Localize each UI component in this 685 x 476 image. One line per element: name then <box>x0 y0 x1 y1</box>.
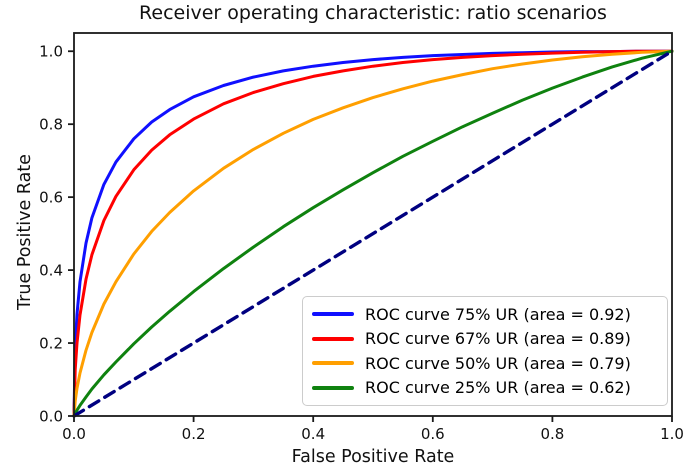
y-tick-label: 0.4 <box>39 262 63 280</box>
y-tick-label: 0.8 <box>39 116 63 134</box>
y-tick-label: 1.0 <box>39 43 63 61</box>
legend-label: ROC curve 75% UR (area = 0.92) <box>365 304 631 324</box>
y-tick-label: 0.2 <box>39 335 63 353</box>
axes-spines <box>73 32 673 417</box>
y-tick-label: 0.0 <box>39 408 63 426</box>
x-tick-label: 0.8 <box>540 425 564 443</box>
legend-label: ROC curve 25% UR (area = 0.62) <box>365 378 631 398</box>
x-tick-label: 0.2 <box>182 425 206 443</box>
legend-item: ROC curve 67% UR (area = 0.89) <box>312 329 661 348</box>
legend-swatch <box>312 385 354 390</box>
legend-item: ROC curve 25% UR (area = 0.62) <box>312 378 661 397</box>
x-tick-label: 0.0 <box>62 425 86 443</box>
legend-swatch <box>312 336 354 341</box>
x-axis-label: False Positive Rate <box>291 447 455 467</box>
chart-title: Receiver operating characteristic: ratio… <box>139 2 607 24</box>
roc-curve-chance <box>72 49 674 418</box>
legend-swatch <box>312 312 354 317</box>
x-tick-label: 1.0 <box>660 425 684 443</box>
roc-curve-25ur <box>72 49 674 418</box>
roc-curve-67ur <box>72 49 674 418</box>
legend-label: ROC curve 50% UR (area = 0.79) <box>365 353 631 373</box>
legend: ROC curve 75% UR (area = 0.92) ROC curve … <box>302 296 668 406</box>
legend-item: ROC curve 50% UR (area = 0.79) <box>312 354 661 373</box>
roc-curve-50ur <box>72 49 674 418</box>
legend-item: ROC curve 75% UR (area = 0.92) <box>312 305 661 324</box>
legend-swatch <box>312 361 354 366</box>
x-tick-label: 0.4 <box>301 425 325 443</box>
legend-label: ROC curve 67% UR (area = 0.89) <box>365 329 631 349</box>
y-tick-label: 0.6 <box>39 189 63 207</box>
x-tick-label: 0.6 <box>421 425 445 443</box>
